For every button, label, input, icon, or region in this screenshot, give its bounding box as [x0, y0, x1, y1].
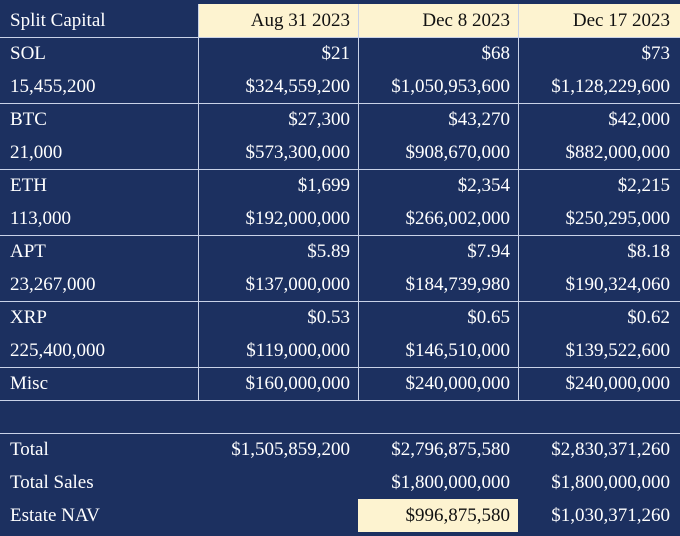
price-cell: $7.94	[467, 241, 510, 262]
row-divider	[0, 367, 680, 368]
value-cell: $1,050,953,600	[391, 76, 510, 97]
row-divider	[0, 169, 680, 170]
asset-name: APT	[10, 241, 46, 262]
table-row: 15,455,200 $324,559,200 $1,050,953,600 $1,1…	[0, 70, 680, 103]
table-row: 225,400,000 $119,000,000 $146,510,000 $139,…	[0, 334, 680, 367]
column-divider	[358, 4, 359, 37]
total-sales-value	[198, 466, 358, 499]
value-cell: $240,000,000	[405, 373, 511, 394]
row-divider	[0, 103, 680, 104]
value-cell: $190,324,060	[565, 274, 671, 295]
column-divider	[518, 4, 519, 37]
column-divider	[198, 4, 199, 37]
asset-quantity: 15,455,200	[10, 76, 96, 97]
value-cell: $139,522,600	[565, 340, 671, 361]
asset-name: SOL	[10, 43, 46, 64]
table-row: Total Sales $1,800,000,000 $1,800,000,000	[0, 466, 680, 499]
row-divider	[0, 400, 680, 401]
table-row: Estate NAV $996,875,580 $1,030,371,260	[0, 499, 680, 532]
table-row: ETH $1,699 $2,354 $2,215	[0, 169, 680, 202]
price-cell: $43,270	[448, 109, 510, 130]
price-cell: $73	[641, 43, 671, 64]
asset-name: BTC	[10, 109, 47, 130]
price-cell: $1,699	[297, 175, 350, 196]
misc-label: Misc	[10, 373, 48, 394]
value-cell: $250,295,000	[565, 208, 671, 229]
price-cell: $8.18	[627, 241, 670, 262]
table-row: 23,267,000 $137,000,000 $184,739,980 $190,3…	[0, 268, 680, 301]
row-divider	[0, 37, 680, 38]
column-header-dec-8: Dec 8 2023	[358, 4, 518, 37]
total-sales-value: $1,800,000,000	[551, 472, 670, 493]
price-cell: $0.65	[467, 307, 510, 328]
total-label: Total	[10, 439, 49, 460]
column-divider	[518, 37, 519, 400]
value-cell: $882,000,000	[565, 142, 671, 163]
table-row: Split Capital Aug 31 2023 Dec 8 2023 Dec 17…	[0, 4, 680, 37]
price-cell: $27,300	[288, 109, 350, 130]
table-row: Misc $160,000,000 $240,000,000 $240,000,000	[0, 367, 680, 400]
price-cell: $2,215	[617, 175, 670, 196]
value-cell: $160,000,000	[245, 373, 351, 394]
column-divider	[198, 37, 199, 400]
table-row: Total $1,505,859,200 $2,796,875,580 $2,830,…	[0, 433, 680, 466]
table-row: SOL $21 $68 $73	[0, 37, 680, 70]
price-cell: $21	[321, 43, 351, 64]
value-cell: $119,000,000	[246, 340, 350, 361]
value-cell: $908,670,000	[405, 142, 511, 163]
table-title: Split Capital	[10, 10, 106, 31]
value-cell: $184,739,980	[405, 274, 511, 295]
estate-nav-value: $1,030,371,260	[551, 505, 670, 526]
row-divider	[0, 235, 680, 236]
estate-nav-value	[198, 499, 358, 532]
total-value: $1,505,859,200	[231, 439, 350, 460]
table-row: BTC $27,300 $43,270 $42,000	[0, 103, 680, 136]
table-row: 113,000 $192,000,000 $266,002,000 $250,295,…	[0, 202, 680, 235]
price-cell: $0.62	[627, 307, 670, 328]
value-cell: $1,128,229,600	[551, 76, 670, 97]
total-value: $2,796,875,580	[391, 439, 510, 460]
value-cell: $324,559,200	[245, 76, 351, 97]
total-value: $2,830,371,260	[551, 439, 670, 460]
price-cell: $0.53	[307, 307, 350, 328]
value-cell: $240,000,000	[565, 373, 671, 394]
asset-name: ETH	[10, 175, 47, 196]
asset-name: XRP	[10, 307, 47, 328]
table-row: 21,000 $573,300,000 $908,670,000 $882,000,0…	[0, 136, 680, 169]
price-cell: $68	[481, 43, 511, 64]
column-header-aug-31: Aug 31 2023	[198, 4, 358, 37]
value-cell: $146,510,000	[405, 340, 511, 361]
column-divider	[358, 37, 359, 400]
asset-quantity: 225,400,000	[10, 340, 105, 361]
total-sales-label: Total Sales	[10, 472, 94, 493]
total-sales-value: $1,800,000,000	[391, 472, 510, 493]
asset-quantity: 21,000	[10, 142, 63, 163]
asset-quantity: 113,000	[10, 208, 72, 229]
price-cell: $5.89	[307, 241, 350, 262]
price-cell: $42,000	[608, 109, 670, 130]
value-cell: $573,300,000	[245, 142, 351, 163]
table-row: APT $5.89 $7.94 $8.18	[0, 235, 680, 268]
estate-nav-value: $996,875,580	[358, 499, 518, 532]
column-header-dec-17: Dec 17 2023	[518, 4, 680, 37]
table-row: XRP $0.53 $0.65 $0.62	[0, 301, 680, 334]
value-cell: $192,000,000	[245, 208, 351, 229]
value-cell: $137,000,000	[245, 274, 351, 295]
row-divider	[0, 433, 680, 434]
price-cell: $2,354	[457, 175, 510, 196]
asset-quantity: 23,267,000	[10, 274, 96, 295]
row-divider	[0, 301, 680, 302]
estate-nav-label: Estate NAV	[10, 505, 100, 526]
value-cell: $266,002,000	[405, 208, 511, 229]
